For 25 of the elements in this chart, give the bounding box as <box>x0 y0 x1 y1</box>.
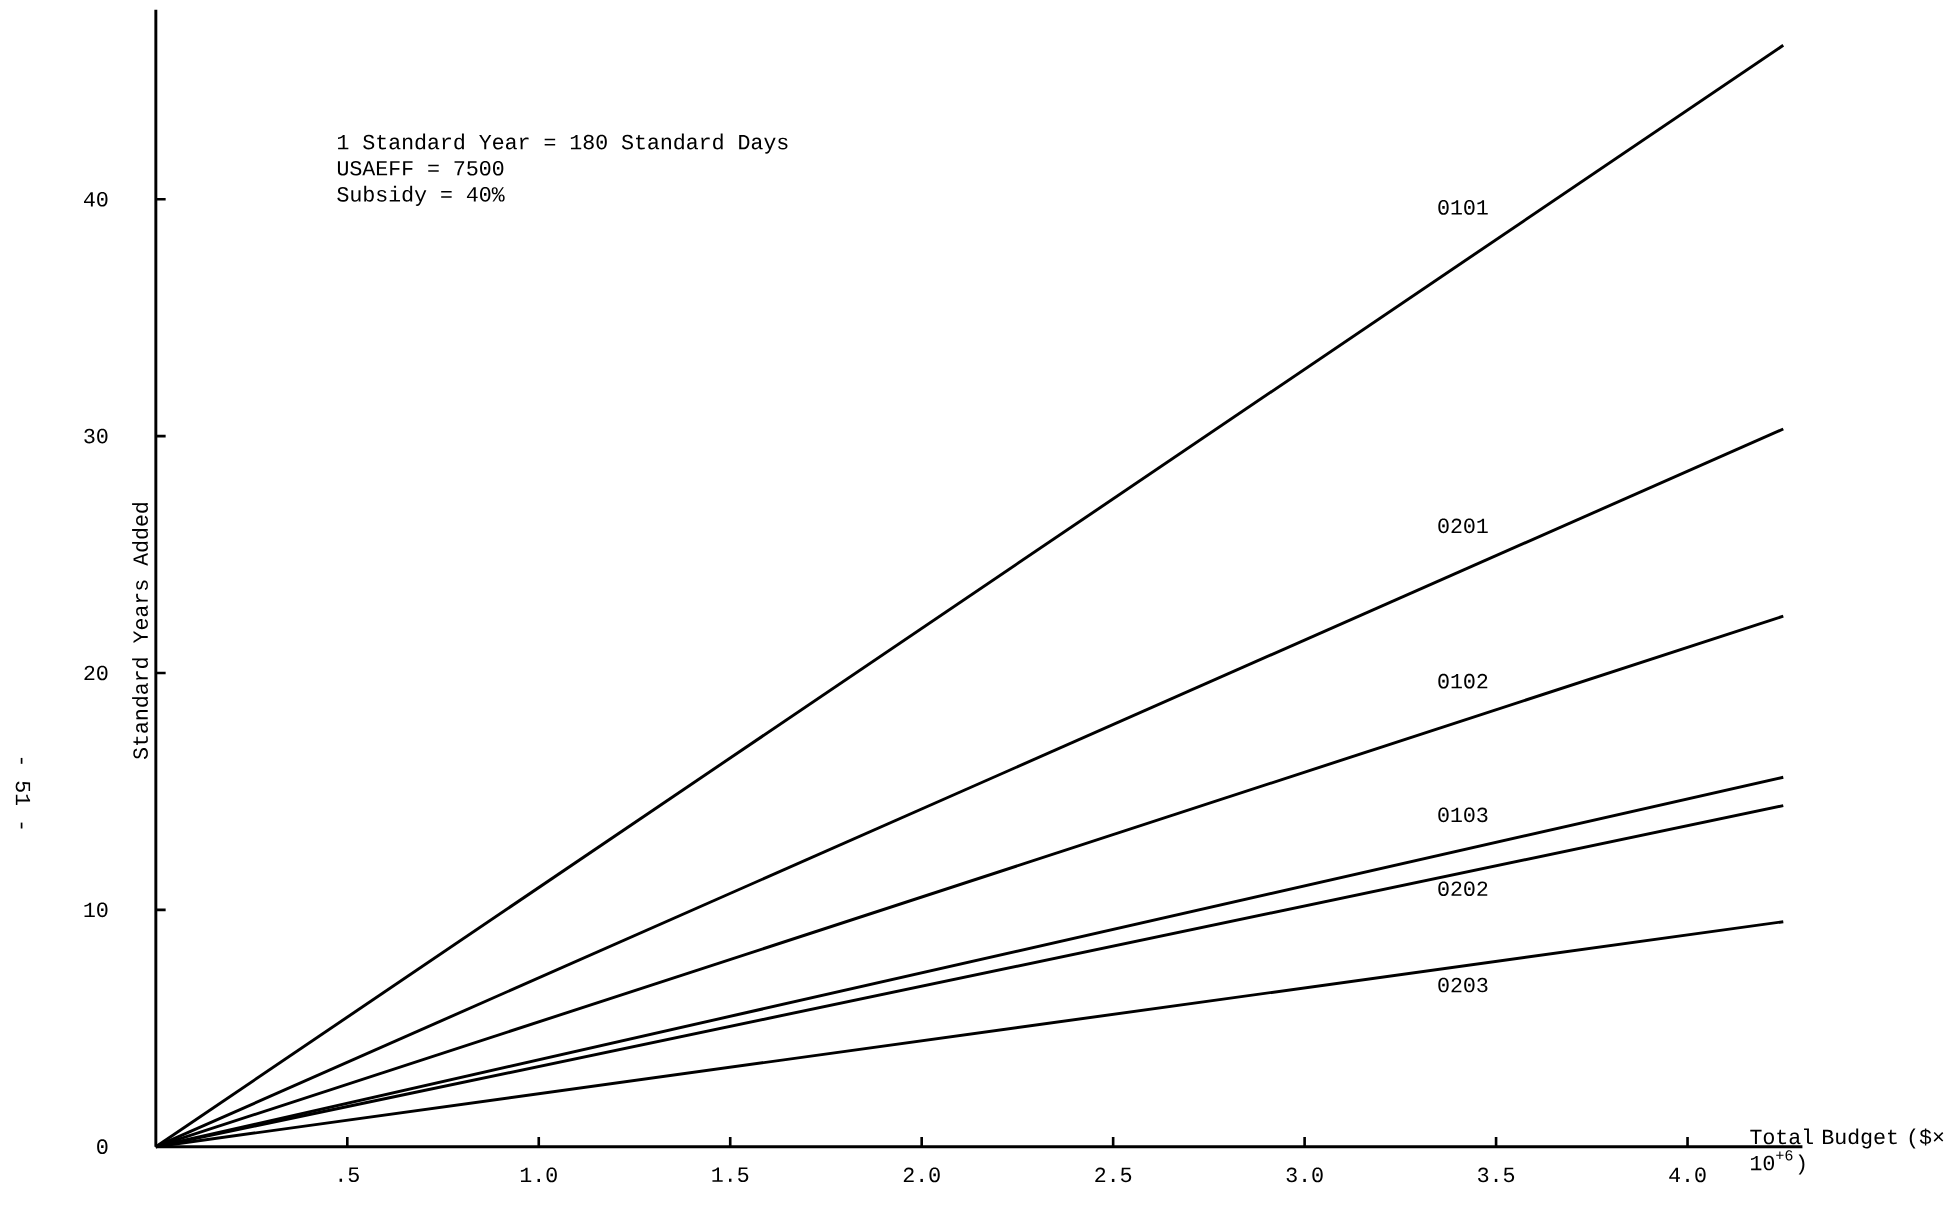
y-tick-label: 0 <box>97 1139 108 1154</box>
x-tick-label: .5 <box>339 1167 359 1182</box>
x-tick-label: 2.0 <box>903 1167 940 1183</box>
x-axis-title: Total Budget ($× 10$^{+6}$) <box>1750 1128 1944 1175</box>
series-label: 0101 <box>1438 199 1488 215</box>
x-tick-label: 3.0 <box>1286 1167 1323 1183</box>
x-tick-label: 4.0 <box>1669 1167 1706 1183</box>
y-tick-label: 30 <box>84 428 108 444</box>
series-label: 0102 <box>1438 673 1488 689</box>
series-label: 0202 <box>1438 881 1488 896</box>
annotation: USAEFF = 7500 <box>337 160 504 176</box>
y-tick-label: 20 <box>84 665 108 681</box>
x-tick-label: 1.0 <box>520 1167 557 1183</box>
series-label: 0201 <box>1438 518 1488 534</box>
x-tick-label: 2.5 <box>1095 1167 1132 1183</box>
x-tick-label: 3.5 <box>1478 1167 1515 1183</box>
annotation: 1 Standard Year = 180 Standard Days <box>338 133 788 154</box>
annotation: Subsidy = 40% <box>337 185 505 206</box>
y-tick-label: 40 <box>83 191 108 207</box>
text: - 51 - <box>15 757 31 829</box>
series-label: 0203 <box>1438 977 1488 993</box>
x-tick-label: 1.5 <box>712 1167 749 1182</box>
y-tick-label: 10 <box>84 902 108 918</box>
y-axis-title: Standard Years Added <box>132 502 148 759</box>
series-label: 0103 <box>1438 807 1488 823</box>
